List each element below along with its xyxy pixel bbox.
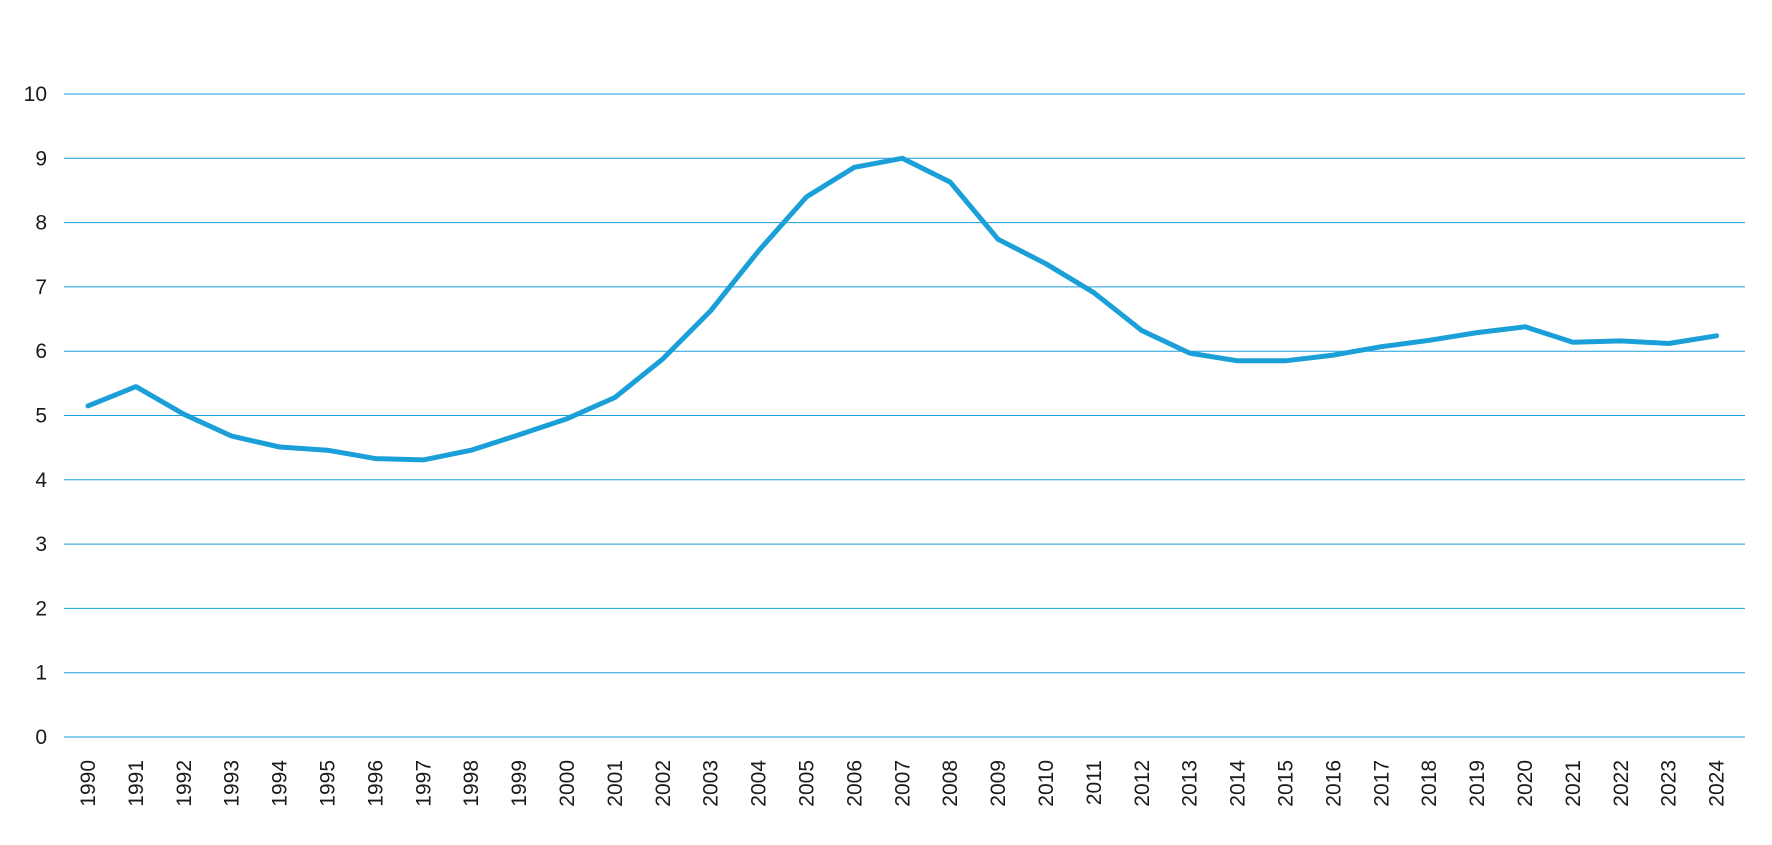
y-tick-label: 9 [35, 147, 47, 170]
y-tick-label: 6 [35, 340, 47, 363]
y-axis-ticks: 0 1 2 3 4 5 6 7 8 9 10 [24, 83, 48, 749]
x-tick-label: 2003 [700, 760, 723, 807]
x-tick-label: 2022 [1610, 760, 1633, 807]
x-tick-label: 1995 [317, 760, 340, 807]
grid-layer [64, 93, 1745, 738]
x-tick-label: 2004 [748, 760, 771, 807]
x-tick-label: 2006 [843, 760, 866, 807]
x-tick-label: 2020 [1514, 760, 1537, 807]
y-tick-label: 8 [35, 212, 47, 235]
y-tick-label: 3 [35, 533, 47, 556]
x-tick-label: 2001 [604, 760, 627, 807]
x-tick-label: 2024 [1706, 760, 1729, 807]
x-axis-ticks: 1990 1991 1992 1993 1994 1995 1996 1997 1998 1999… [77, 760, 1729, 807]
x-tick-label: 1994 [269, 760, 292, 807]
y-tick-label: 5 [35, 405, 47, 428]
x-tick-label: 1990 [77, 760, 100, 807]
x-tick-label: 1997 [412, 760, 435, 807]
y-tick-label: 4 [35, 469, 47, 492]
x-tick-label: 2015 [1275, 760, 1298, 807]
x-tick-label: 1991 [125, 760, 148, 807]
x-tick-label: 2014 [1227, 760, 1250, 807]
x-tick-label: 2013 [1179, 760, 1202, 807]
x-tick-label: 2005 [796, 760, 819, 807]
x-tick-label: 2012 [1131, 760, 1154, 807]
x-tick-label: 2002 [652, 760, 675, 807]
x-tick-label: 2011 [1083, 760, 1106, 805]
x-tick-label: 2010 [1035, 760, 1058, 807]
x-tick-label: 1999 [508, 760, 531, 807]
x-tick-label: 1993 [221, 760, 244, 807]
y-tick-label: 2 [35, 597, 47, 620]
series-line-0 [85, 155, 1720, 463]
x-tick-label: 2007 [891, 760, 914, 807]
y-tick-label: 1 [35, 662, 47, 685]
x-tick-label: 2021 [1562, 760, 1585, 807]
x-tick-label: 2000 [556, 760, 579, 807]
x-tick-label: 2016 [1322, 760, 1345, 807]
series-layer [85, 155, 1720, 463]
x-tick-label: 2019 [1466, 760, 1489, 807]
y-tick-label: 0 [35, 726, 47, 749]
x-tick-label: 1996 [364, 760, 387, 807]
x-tick-label: 2017 [1370, 760, 1393, 807]
x-tick-label: 2008 [939, 760, 962, 807]
x-tick-label: 2018 [1418, 760, 1441, 807]
x-tick-label: 2009 [987, 760, 1010, 807]
y-tick-label: 7 [35, 276, 47, 299]
x-tick-label: 1992 [173, 760, 196, 807]
x-tick-label: 2023 [1658, 760, 1681, 807]
y-tick-label: 10 [24, 83, 47, 106]
x-tick-label: 1998 [460, 760, 483, 807]
